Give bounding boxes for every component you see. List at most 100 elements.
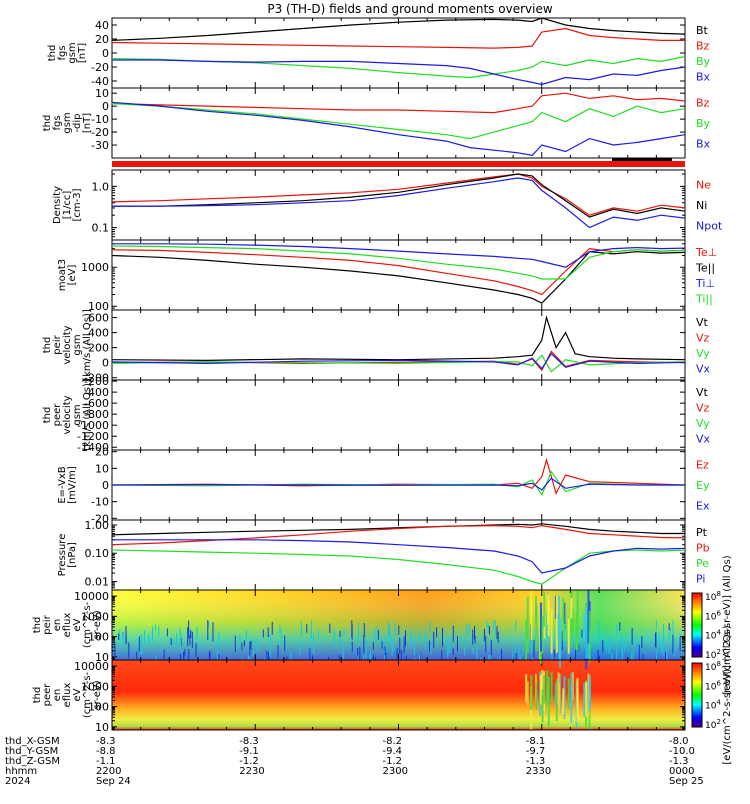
panel-frame: [111, 87, 686, 159]
time-axis-row-label: thd_Y-GSM: [5, 746, 58, 757]
series-by-line: [112, 55, 685, 79]
colorbar-tick: 108: [705, 590, 721, 603]
ytick-label: 600: [88, 312, 109, 325]
ylabel-line: fgs: [52, 115, 63, 130]
series-ni-line: [112, 173, 685, 218]
spectrogram-speck: [526, 596, 529, 654]
ytick-label: 100: [88, 300, 109, 313]
ylabel-line: [mV/m]: [67, 466, 78, 504]
series-ex-line: [112, 477, 685, 491]
time-axis-value: 0000: [669, 766, 694, 777]
series-bz-line: [112, 92, 685, 114]
ytick-label: 1000: [81, 261, 109, 274]
ytick-label: -200: [84, 372, 109, 385]
spectrogram-speck: [571, 672, 574, 701]
legend-label: Pt: [696, 526, 708, 539]
spectrogram-speck: [555, 595, 558, 653]
colorbar-label: [eV/(cm^2-s-sr-eV)] (All Qs): [722, 625, 733, 764]
spectrogram-speck: [562, 688, 565, 715]
colorbar-tick: 106: [705, 679, 721, 692]
legend-label: Vy: [696, 417, 710, 430]
ytick-label: -20: [91, 512, 109, 525]
time-axis-value: -8.1: [526, 736, 546, 747]
spectrogram-speck: [526, 681, 529, 707]
mode-bar: [112, 161, 685, 167]
ylabel-line: (cm^2-s-: [82, 601, 93, 648]
time-axis-value: 2200: [96, 766, 121, 777]
spectrogram-speck: [563, 676, 566, 720]
ytick-label: -200: [84, 375, 109, 388]
ylabel-line: [eV]: [67, 265, 78, 286]
legend-label: Bt: [696, 24, 709, 37]
ytick-label: 0: [102, 100, 109, 113]
legend-label: Vz: [696, 401, 710, 414]
ylabel-line: thd: [42, 115, 53, 132]
colorbar-tick: 102: [705, 648, 721, 661]
time-axis-value: -10.0: [669, 746, 695, 757]
spectrogram-speck: [525, 619, 528, 661]
legend-label: Vt: [696, 316, 709, 329]
ylabel-line: sr-eV): [92, 610, 103, 639]
ylabel-line: (cm^2-s-: [82, 671, 93, 718]
ytick-label: 10: [95, 87, 109, 100]
ytick-label: 1.00: [85, 519, 110, 532]
spectrogram-speck: [567, 678, 570, 709]
time-axis-row-label: thd_X-GSM: [5, 736, 60, 747]
panel-2: 1.0 0.1 Density [1/cc] [cm-3] Ne Ni Npot: [52, 169, 723, 241]
panel-3: 1000 100 moat3 [eV] Te⊥ Te|| Ti⊥ Ti||: [57, 239, 717, 313]
spectrogram-speck: [525, 674, 528, 702]
spectrogram-speck: [558, 618, 561, 668]
legend-label: Ex: [696, 500, 710, 513]
ytick-label: 40: [95, 19, 109, 32]
series-te-line: [112, 251, 685, 304]
time-axis-value: 2300: [383, 766, 408, 777]
ytick-label: -800: [84, 408, 109, 421]
time-axis-value: 2330: [526, 766, 551, 777]
colorbar: [691, 592, 703, 658]
time-axis-value: -1.3: [669, 756, 689, 767]
ylabel-line: [1/cc]: [62, 191, 73, 220]
panel-6: 20 10 0 -10 -20 E=-VxB [mV/m] Ez Ey Ex: [57, 446, 710, 526]
colorbar: [691, 662, 703, 728]
spectrogram-speck: [543, 591, 546, 627]
ytick-label: -600: [84, 397, 109, 410]
series-vx-line: [112, 352, 685, 370]
spectrogram-speck: [558, 682, 561, 714]
spectrogram-speck: [541, 670, 544, 696]
spectrogram-speck: [571, 609, 574, 634]
legend-label: Bx: [696, 138, 711, 151]
spectrogram-speck: [570, 591, 573, 647]
ylabel-line: -dip: [72, 113, 83, 132]
ytick-label: 0.10: [85, 547, 110, 560]
ytick-label: -40: [91, 75, 109, 88]
legend-label: Ti||: [695, 292, 713, 305]
colorbar-label: [eV/(cm^2-s-sr-eV)] (All Qs): [722, 555, 733, 694]
legend-label: Npot: [696, 220, 723, 233]
ytick-label: 0.01: [85, 575, 110, 588]
series-pi-line: [112, 539, 685, 574]
series-by-line: [112, 103, 685, 140]
spectrogram-speck: [541, 689, 544, 723]
series-bx-line: [112, 101, 685, 157]
spectrogram-speck: [550, 672, 553, 703]
panel-frame: [111, 659, 686, 731]
legend-label: Vx: [696, 362, 711, 375]
plot-title: P3 (TH-D) fields and ground moments over…: [267, 2, 552, 16]
spectrogram-speck: [585, 607, 588, 659]
colorbar-tick: 102: [705, 718, 721, 731]
panel-frame: [111, 309, 686, 381]
ylabel-line: velocity: [62, 325, 73, 364]
panel-1: 100-10-20-30 thd fgs gsm -dip [nT] Bz By Bx: [42, 87, 711, 159]
ytick-label: 0.1: [92, 222, 110, 235]
colorbar-tick: 104: [705, 699, 721, 712]
ytick-label: 20: [95, 446, 109, 459]
legend-label: Pe: [696, 557, 709, 570]
legend-label: Te⊥: [695, 246, 717, 259]
spectrogram-speck: [583, 613, 586, 642]
series-bt-line: [112, 18, 685, 41]
series-ez-line: [112, 457, 685, 495]
ytick-label: 0: [102, 47, 109, 60]
ytick-label: 400: [88, 327, 109, 340]
spectrogram-speck: [588, 610, 591, 663]
